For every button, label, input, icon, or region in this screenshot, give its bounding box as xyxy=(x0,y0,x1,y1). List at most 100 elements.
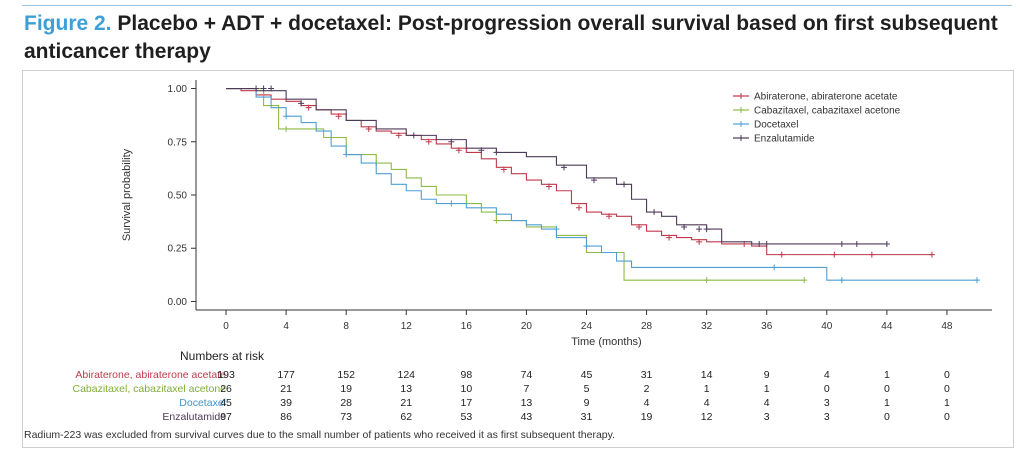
risk-count: 31 xyxy=(640,369,653,381)
footnote: Radium-223 was excluded from survival cu… xyxy=(24,429,616,441)
x-axis-label: Time (months) xyxy=(571,336,642,348)
censor-mark xyxy=(756,240,763,247)
censor-mark xyxy=(500,166,507,173)
censor-mark xyxy=(493,149,500,156)
censor-mark xyxy=(455,147,462,154)
censor-mark xyxy=(268,85,275,92)
censor-mark xyxy=(591,177,597,184)
legend-label: Abiraterone, abiraterone acetate xyxy=(754,92,898,103)
x-tick-label: 24 xyxy=(581,321,593,332)
risk-count: 17 xyxy=(460,397,473,409)
censor-mark xyxy=(448,200,455,207)
censor-mark xyxy=(696,238,703,245)
censor-mark xyxy=(868,251,875,258)
risk-count: 0 xyxy=(883,411,890,423)
x-tick-label: 20 xyxy=(521,321,533,332)
censor-mark xyxy=(253,85,260,92)
censor-mark xyxy=(838,277,845,284)
risk-count: 9 xyxy=(763,369,770,381)
risk-count: 45 xyxy=(220,397,232,409)
risk-count: 45 xyxy=(580,369,593,381)
risk-count: 177 xyxy=(277,369,295,381)
risk-row: Enzalutamide 97 86 73 62 53 43 31 19 12 3 3 0 0 xyxy=(0,411,1020,425)
censor-mark xyxy=(305,104,312,111)
risk-count: 98 xyxy=(460,369,473,381)
x-tick-label: 40 xyxy=(821,321,833,332)
risk-count: 0 xyxy=(883,383,890,395)
risk-count: 21 xyxy=(280,383,292,395)
censor-mark xyxy=(425,138,432,145)
risk-count: 152 xyxy=(337,369,355,381)
risk-count: 26 xyxy=(220,383,232,395)
risk-count: 1 xyxy=(883,397,890,409)
risk-count: 193 xyxy=(217,369,235,381)
risk-count: 0 xyxy=(944,383,950,395)
risk-count: 124 xyxy=(397,369,416,381)
censor-mark xyxy=(636,223,643,230)
risk-count: 4 xyxy=(703,397,710,409)
censor-mark xyxy=(395,132,402,139)
censor-mark xyxy=(703,277,710,284)
censor-mark xyxy=(681,223,688,230)
censor-mark xyxy=(853,240,860,247)
risk-count: 53 xyxy=(460,411,473,423)
survival-chart: 0.000.250.500.751.000 4 8 12 16 20 24 28 32 36 40 4… xyxy=(121,80,992,348)
risk-count: 21 xyxy=(400,397,413,409)
censor-mark xyxy=(298,100,305,107)
censor-mark xyxy=(801,277,808,284)
censor-mark xyxy=(343,151,350,158)
censor-mark xyxy=(651,209,658,216)
censor-mark xyxy=(335,113,342,120)
numbers-at-risk-title: Numbers at risk xyxy=(180,349,265,363)
risk-count: 13 xyxy=(520,397,533,409)
risk-row: Abiraterone, abiraterone acetate 193 177 15… xyxy=(0,369,1020,383)
risk-row: Docetaxel 45 39 28 21 17 13 9 4 4 4 3 1 1 xyxy=(0,397,1020,411)
y-tick-label: 0.75 xyxy=(168,137,188,148)
risk-count: 1 xyxy=(944,397,950,409)
figure-label: Figure 2. xyxy=(24,12,112,35)
x-tick-label: 44 xyxy=(881,321,893,332)
legend-label: Docetaxel xyxy=(754,120,798,131)
risk-row-label: Enzalutamide xyxy=(162,411,226,423)
x-tick-label: 12 xyxy=(401,321,413,332)
figure-title: Figure 2. Placebo + ADT + docetaxel: Pos… xyxy=(24,10,1014,66)
risk-count: 73 xyxy=(340,411,353,423)
censor-mark xyxy=(283,113,290,120)
top-rule xyxy=(22,5,1012,6)
survival-curve-3 xyxy=(226,87,977,281)
risk-count: 1 xyxy=(883,369,890,381)
risk-count: 10 xyxy=(460,383,473,395)
risk-count: 7 xyxy=(523,383,530,395)
risk-count: 74 xyxy=(520,369,533,381)
censor-mark xyxy=(883,240,890,247)
censor-mark xyxy=(365,125,372,132)
risk-count: 0 xyxy=(823,383,830,395)
risk-count: 0 xyxy=(944,411,950,423)
censor-mark xyxy=(973,277,980,284)
x-tick-label: 8 xyxy=(343,321,349,332)
risk-count: 86 xyxy=(280,411,292,423)
risk-row-label: Abiraterone, abiraterone acetate xyxy=(75,369,226,381)
legend-censor-mark xyxy=(738,93,744,99)
censor-mark xyxy=(283,125,290,132)
censor-mark xyxy=(928,251,935,258)
censor-mark xyxy=(838,240,845,247)
risk-count: 12 xyxy=(700,411,713,423)
risk-count: 39 xyxy=(280,397,292,409)
censor-mark xyxy=(545,183,552,190)
censor-mark xyxy=(410,132,417,139)
risk-count: 43 xyxy=(520,411,533,423)
censor-mark xyxy=(478,147,485,154)
risk-count: 2 xyxy=(643,383,650,395)
risk-count: 0 xyxy=(944,369,950,381)
risk-count: 5 xyxy=(583,383,590,395)
censor-mark xyxy=(666,234,673,241)
x-tick-label: 4 xyxy=(283,321,289,332)
legend-censor-mark xyxy=(738,121,744,127)
x-tick-label: 0 xyxy=(223,321,229,332)
legend-censor-mark xyxy=(738,107,744,113)
censor-mark xyxy=(448,138,455,145)
risk-count: 97 xyxy=(220,411,232,423)
y-tick-label: 0.25 xyxy=(168,244,188,255)
censor-mark xyxy=(703,226,710,233)
